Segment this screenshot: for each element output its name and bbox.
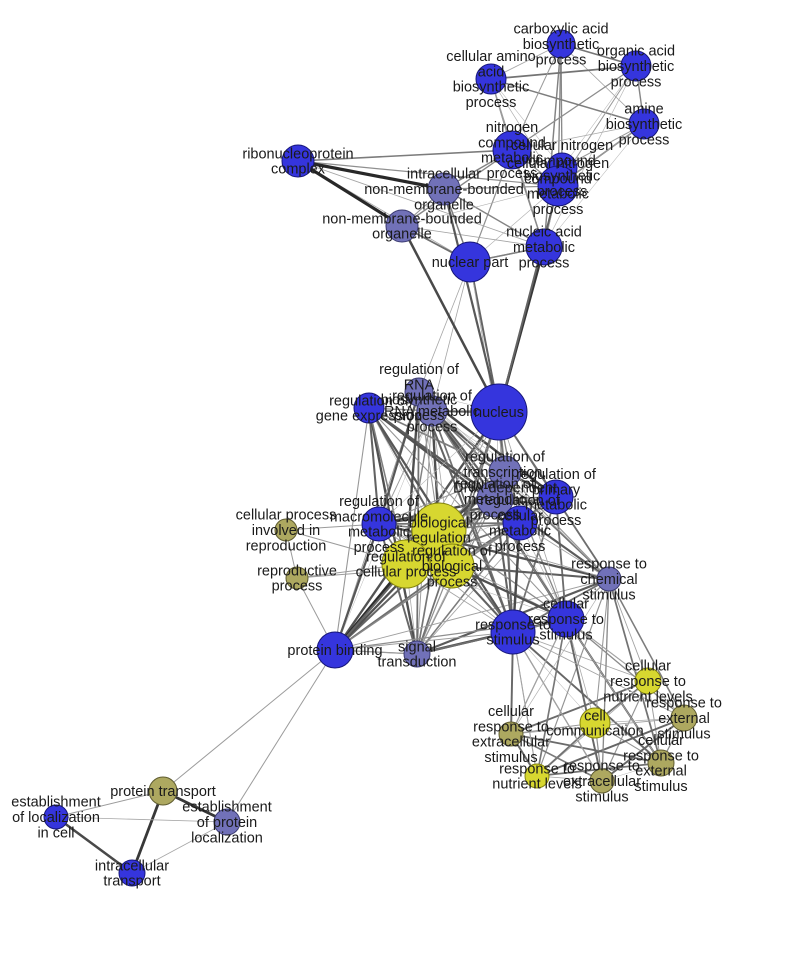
svg-text:in cell: in cell (37, 825, 74, 841)
svg-text:cellular: cellular (488, 704, 534, 720)
svg-text:transduction: transduction (378, 655, 457, 671)
svg-text:process: process (495, 539, 546, 555)
svg-text:organelle: organelle (372, 227, 432, 243)
svg-text:complex: complex (271, 162, 326, 178)
svg-text:cellular amino: cellular amino (446, 49, 535, 65)
svg-text:process: process (533, 202, 584, 218)
svg-text:stimulus: stimulus (486, 633, 539, 649)
svg-text:process: process (536, 52, 587, 68)
svg-text:metabolic: metabolic (348, 525, 410, 541)
svg-text:external: external (635, 764, 687, 780)
svg-text:nitrogen: nitrogen (486, 120, 538, 136)
svg-text:RNA metabolic: RNA metabolic (384, 404, 480, 420)
svg-text:regulation of: regulation of (465, 450, 546, 466)
svg-text:cellular nitrogen: cellular nitrogen (507, 156, 609, 172)
svg-text:establishment: establishment (11, 795, 100, 811)
svg-text:process: process (427, 574, 478, 590)
svg-text:intracellular: intracellular (95, 858, 169, 874)
svg-text:process: process (519, 255, 570, 271)
svg-text:extracellular: extracellular (563, 774, 641, 790)
svg-text:cell: cell (584, 708, 606, 724)
svg-text:biological: biological (422, 559, 482, 575)
svg-text:metabolic: metabolic (527, 187, 589, 203)
svg-text:cellular: cellular (497, 508, 543, 524)
svg-text:establishment: establishment (182, 800, 271, 816)
svg-text:cellular nitrogen: cellular nitrogen (511, 138, 613, 154)
svg-text:cellular: cellular (638, 733, 684, 749)
svg-text:process: process (466, 95, 517, 111)
svg-text:metabolic: metabolic (513, 240, 575, 256)
svg-text:process: process (407, 419, 458, 435)
svg-text:process: process (611, 74, 662, 90)
svg-text:carboxylic acid: carboxylic acid (513, 22, 608, 38)
svg-text:involved in: involved in (252, 523, 321, 539)
svg-text:external: external (658, 711, 710, 727)
svg-text:regulation of: regulation of (412, 544, 493, 560)
svg-text:nucleic acid: nucleic acid (506, 225, 582, 241)
svg-text:ribonucleoprotein: ribonucleoprotein (242, 146, 353, 162)
svg-text:metabolic: metabolic (489, 524, 551, 540)
svg-text:process: process (619, 132, 670, 148)
svg-text:cellular process: cellular process (236, 508, 337, 524)
svg-text:non-membrane-bounded: non-membrane-bounded (364, 182, 524, 198)
svg-text:amine: amine (624, 102, 664, 118)
svg-text:response to: response to (610, 674, 686, 690)
svg-text:biosynthetic: biosynthetic (453, 80, 530, 96)
svg-text:cellular: cellular (543, 597, 589, 613)
svg-text:localization: localization (191, 830, 263, 846)
svg-text:regulation of: regulation of (392, 389, 473, 405)
svg-text:process: process (272, 579, 323, 595)
svg-text:response to: response to (528, 612, 604, 628)
svg-text:protein transport: protein transport (110, 784, 216, 800)
svg-text:of protein: of protein (197, 815, 257, 831)
svg-text:compound: compound (524, 171, 592, 187)
svg-text:non-membrane-bounded: non-membrane-bounded (322, 211, 482, 227)
svg-text:acid: acid (478, 64, 505, 80)
svg-text:stimulus: stimulus (575, 789, 628, 805)
svg-text:of localization: of localization (12, 810, 100, 826)
svg-text:reproduction: reproduction (246, 538, 327, 554)
svg-text:biological: biological (409, 515, 469, 531)
svg-text:communication: communication (546, 724, 644, 740)
svg-text:stimulus: stimulus (634, 779, 687, 795)
svg-text:biosynthetic: biosynthetic (598, 59, 675, 75)
svg-text:biosynthetic: biosynthetic (606, 117, 683, 133)
svg-text:regulation of: regulation of (379, 362, 460, 378)
svg-text:organic acid: organic acid (597, 44, 675, 60)
svg-text:response to: response to (571, 557, 647, 573)
svg-text:transport: transport (103, 874, 160, 890)
svg-text:nucleus: nucleus (474, 405, 524, 421)
svg-text:signal: signal (398, 639, 436, 655)
svg-text:extracellular: extracellular (472, 735, 550, 751)
svg-text:regulation of: regulation of (516, 467, 597, 483)
svg-text:protein binding: protein binding (287, 643, 382, 659)
svg-text:response to: response to (473, 719, 549, 735)
svg-text:chemical: chemical (580, 572, 637, 588)
svg-text:stimulus: stimulus (582, 587, 635, 603)
svg-text:intracellular: intracellular (407, 167, 481, 183)
svg-text:cellular: cellular (625, 659, 671, 675)
svg-text:reproductive: reproductive (257, 563, 337, 579)
svg-text:response to: response to (564, 759, 640, 775)
svg-text:response to: response to (646, 696, 722, 712)
svg-text:regulation of: regulation of (339, 494, 420, 510)
svg-text:regulation of: regulation of (480, 493, 561, 509)
svg-text:nuclear part: nuclear part (432, 255, 509, 271)
svg-text:stimulus: stimulus (539, 627, 592, 643)
